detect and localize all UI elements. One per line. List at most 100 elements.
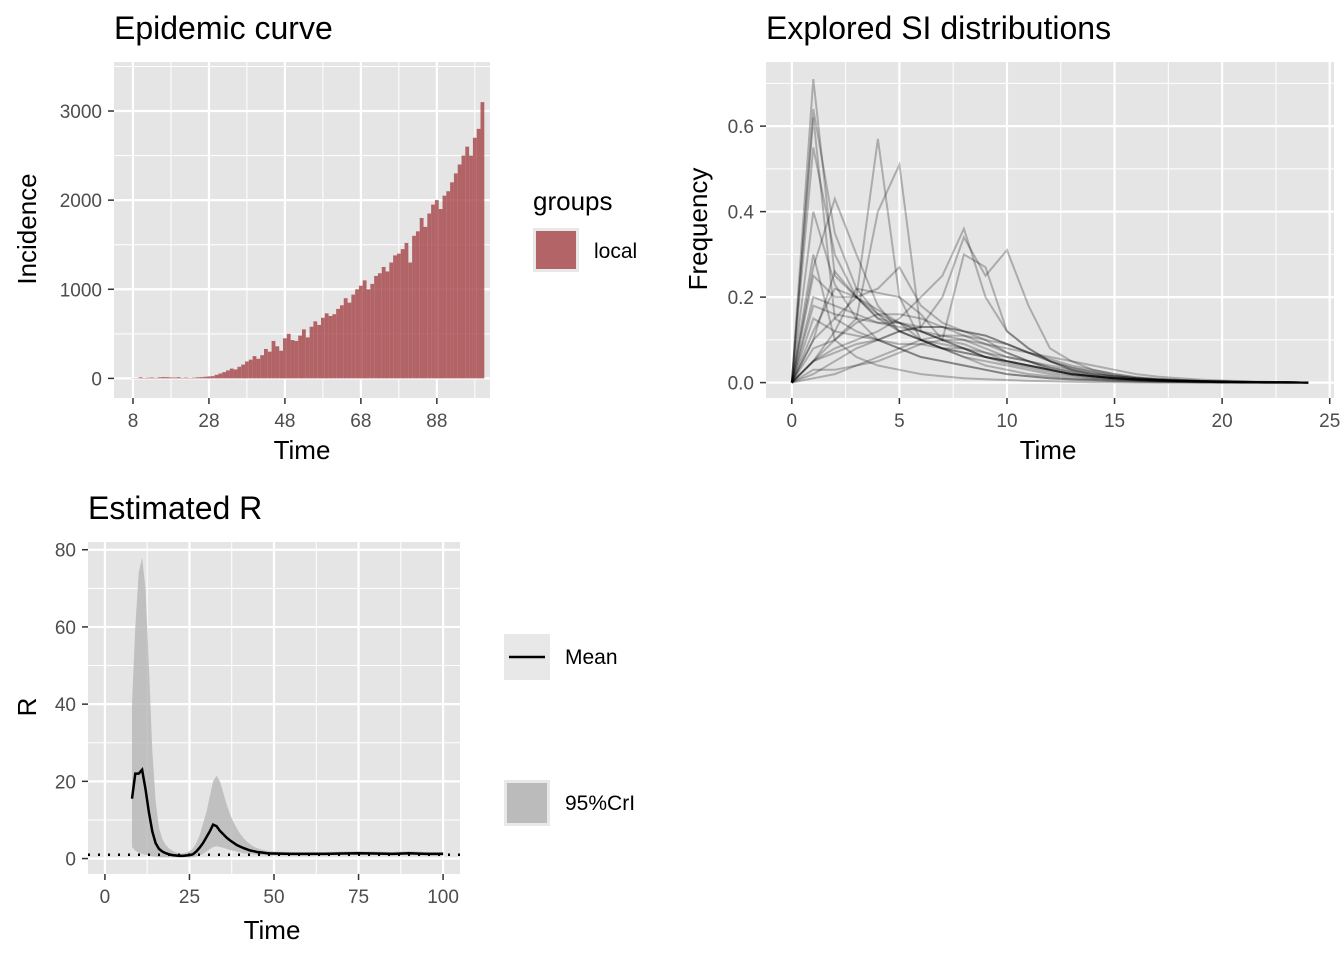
incidence-bar (389, 262, 394, 379)
incidence-bar (438, 209, 443, 379)
legend-label-crI: 95%CrI (565, 792, 635, 815)
incidence-bar (275, 346, 280, 379)
incidence-bar (396, 253, 401, 379)
incidence-bar (169, 377, 173, 379)
incidence-bar (161, 377, 166, 379)
epicurve-xtick-label: 88 (426, 411, 447, 432)
si-line (790, 147, 1309, 384)
si-line (790, 78, 1309, 384)
incidence-bar (339, 305, 344, 379)
incidence-bar (286, 333, 291, 379)
si-line (790, 317, 1309, 384)
incidence-bar (210, 376, 215, 379)
si-title: Explored SI distributions (766, 10, 1111, 46)
si-ytick-label: 0.0 (728, 374, 754, 395)
incidence-bar (222, 372, 227, 379)
incidence-bar (431, 204, 435, 379)
si-line (790, 269, 1309, 384)
incidence-bar (248, 359, 253, 379)
r-ytick-label: 40 (55, 695, 76, 716)
incidence-bar (199, 377, 204, 379)
incidence-bar (400, 249, 405, 379)
r-xtick-label: 0 (100, 887, 111, 908)
si-line (791, 338, 1309, 384)
incidence-bar (207, 376, 211, 379)
incidence-bar (381, 266, 386, 379)
si-xtick-label: 0 (787, 411, 798, 432)
incidence-bar (385, 271, 390, 379)
epicurve-xlabel: Time (274, 435, 331, 465)
epicurve-xtick-label: 8 (128, 411, 139, 432)
incidence-bar (355, 289, 359, 379)
epicurve-ytick-label: 2000 (60, 191, 102, 212)
incidence-bar (377, 273, 382, 379)
incidence-bar (313, 321, 318, 379)
incidence-bar (279, 350, 284, 379)
incidence-bar (233, 369, 238, 379)
si-line (790, 254, 1309, 384)
r-ytick-label: 60 (55, 618, 76, 639)
incidence-bar (469, 155, 473, 379)
incidence-bar (476, 128, 481, 379)
si-xtick-label: 15 (1104, 411, 1125, 432)
incidence-bar (267, 351, 272, 379)
incidence-bar (298, 335, 302, 379)
incidence-bar (165, 377, 170, 379)
incidence-bar (146, 377, 151, 379)
incidence-bar (302, 329, 306, 379)
incidence-bar (214, 374, 219, 379)
incidence-bar (184, 377, 189, 379)
incidence-bar (358, 285, 363, 379)
incidence-bar (343, 298, 348, 379)
incidence-bar (366, 289, 371, 379)
incidence-bar (461, 155, 466, 379)
incidence-bar (419, 217, 424, 379)
si-line (790, 138, 1309, 384)
incidence-bar (328, 316, 333, 379)
si-line (790, 295, 1309, 384)
epicurve-ytick-label: 0 (91, 369, 102, 390)
si-line (791, 225, 1309, 384)
incidence-bar (415, 231, 420, 379)
si-ytick-label: 0.6 (728, 117, 754, 138)
incidence-bar (412, 235, 416, 379)
incidence-bar (264, 348, 268, 379)
incidence-bar (351, 294, 356, 379)
incidence-bar (229, 368, 234, 379)
incidence-bar (180, 377, 185, 379)
si-line (790, 211, 1309, 384)
si-line (790, 304, 1309, 384)
incidence-bar (446, 191, 451, 379)
incidence-bar (472, 137, 477, 379)
r-xtick-label: 50 (263, 887, 284, 908)
incidence-bar (218, 373, 223, 379)
incidence-bar (453, 173, 458, 379)
si-line (790, 161, 1309, 384)
r-ylabel: R (12, 698, 42, 717)
epicurve-xtick-label: 48 (274, 411, 295, 432)
r-xtick-label: 100 (427, 887, 459, 908)
si-line (790, 265, 1309, 384)
si-xlabel: Time (1020, 435, 1077, 465)
incidence-bar (305, 337, 310, 379)
incidence-bar (309, 326, 314, 379)
incidence-bar (245, 361, 249, 379)
epicurve-xtick-label: 28 (198, 411, 219, 432)
epicurve-plot: 8 28 48 68 88 0 1000 2000 3000 (60, 62, 490, 432)
r-plot: 0 25 50 75 100 0 20 40 60 80 (55, 541, 460, 908)
r-ytick-label: 20 (55, 772, 76, 793)
legend-label-local: local (594, 240, 637, 263)
r-xlabel: Time (244, 915, 301, 945)
si-xtick-label: 10 (996, 411, 1017, 432)
r-ytick-label: 80 (55, 541, 76, 562)
si-line (791, 252, 1309, 384)
incidence-bar (408, 262, 413, 379)
incidence-bar (370, 283, 375, 379)
epicurve-ytick-label: 1000 (60, 280, 102, 301)
incidence-bar (457, 164, 462, 379)
r-title: Estimated R (88, 490, 262, 526)
incidence-bar (294, 340, 299, 379)
incidence-bar (256, 358, 261, 379)
incidence-bar (465, 146, 470, 379)
incidence-bar (153, 377, 158, 379)
